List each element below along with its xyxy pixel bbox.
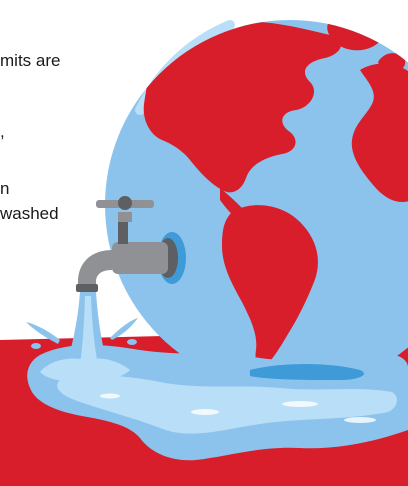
body-text-line-3: n [0, 179, 10, 198]
body-text-line-1: mits are [0, 51, 61, 70]
water-stream-icon [26, 292, 138, 382]
body-text-line-2: , [0, 122, 5, 141]
faucet-icon [76, 196, 186, 292]
body-text-line-4: washed [0, 204, 59, 223]
